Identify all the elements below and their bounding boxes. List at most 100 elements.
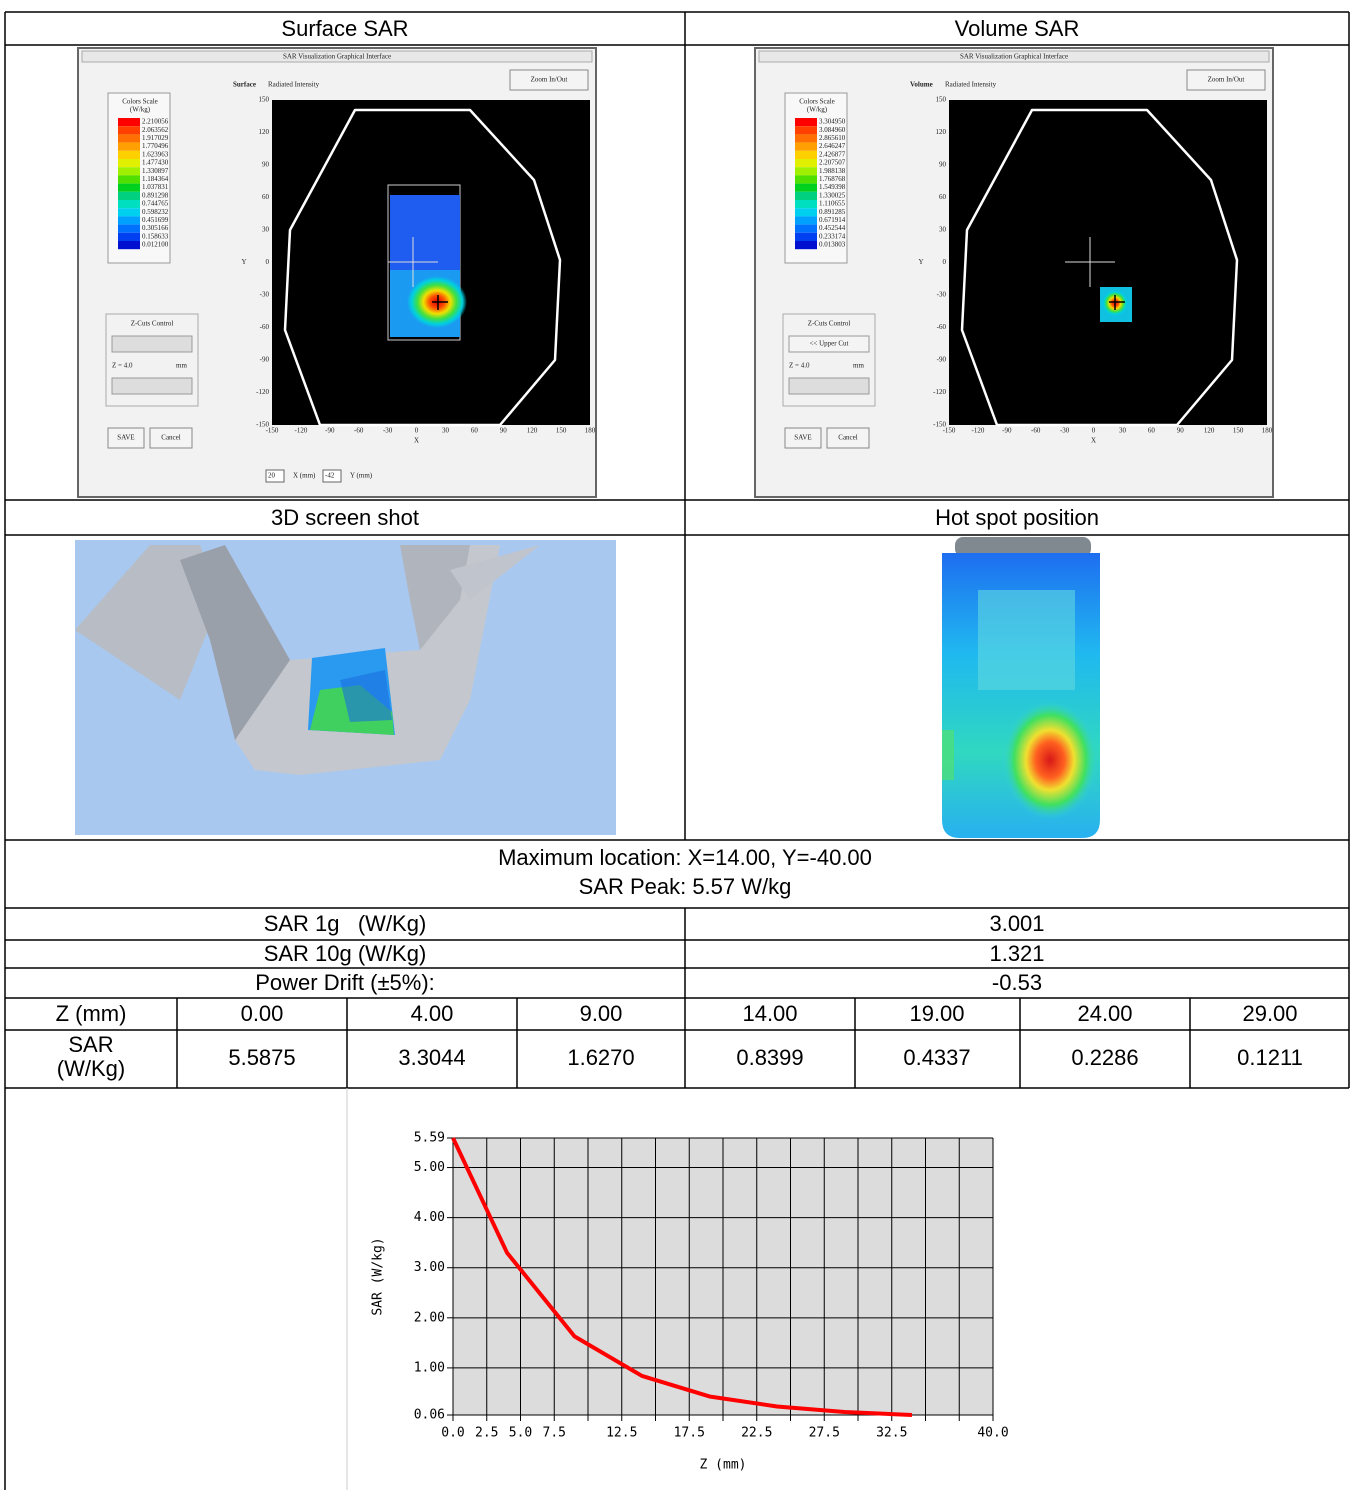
scale-swatch [795, 150, 817, 159]
cell-value: 9.00 [580, 1001, 623, 1026]
cell-value: 0.4337 [903, 1045, 970, 1070]
cell-header: Hot spot position [935, 505, 1099, 530]
gui-y-tick: -60 [260, 323, 270, 331]
cancel-button[interactable] [149, 427, 193, 449]
scale-value: 1.330025 [819, 191, 846, 199]
scale-value: 0.671914 [819, 216, 846, 224]
y-axis-title: SAR (W/kg) [371, 1237, 386, 1315]
scale-swatch [118, 208, 140, 217]
scale-value: 1.623963 [142, 150, 169, 158]
cell-wrap: SAR (W/Kg) [57, 1033, 125, 1081]
gui-x-tick: -30 [383, 427, 393, 435]
scale-value: 0.305166 [142, 224, 169, 232]
gui-x-tick: -60 [1031, 427, 1041, 435]
title-bar [758, 50, 1270, 63]
z-unit: mm [176, 362, 187, 370]
scale-value: 1.768768 [819, 175, 846, 183]
zoom-button[interactable] [1186, 69, 1266, 91]
gui-x-tick: -90 [325, 427, 335, 435]
cell-value: 3.001 [989, 911, 1044, 936]
x-tick-label: 7.5 [543, 1426, 566, 1441]
scale-swatch [118, 232, 140, 241]
gui-x-tick: -120 [294, 427, 307, 435]
scale-value: 1.917029 [142, 134, 169, 142]
max-location: Maximum location: X=14.00, Y=-40.00 [498, 845, 872, 870]
gui-y-tick: 0 [266, 258, 270, 266]
scale-value: 2.865610 [819, 134, 846, 142]
head-outline [960, 108, 1239, 427]
upper-button[interactable] [111, 335, 193, 353]
upper-button[interactable] [788, 335, 870, 353]
gui-x-tick: 90 [1177, 427, 1185, 435]
cell-value: 3.3044 [398, 1045, 465, 1070]
cell-label: SAR 10g (W/Kg) [264, 941, 427, 966]
zoom-button[interactable] [509, 69, 589, 91]
cell-value: 0.1211 [1237, 1045, 1303, 1070]
zcut-title: Z-Cuts Control [131, 320, 174, 328]
cell-value: 5.5875 [228, 1045, 295, 1070]
cell-header: Volume SAR [955, 16, 1080, 41]
lower-button[interactable] [788, 377, 870, 395]
cell-value: 14.00 [742, 1001, 797, 1026]
y-input[interactable] [322, 469, 342, 483]
scale-value: 2.063562 [142, 126, 169, 134]
x-tick-label: 22.5 [741, 1426, 772, 1441]
gui-x-tick: 120 [1204, 427, 1215, 435]
save-label: SAVE [794, 434, 811, 442]
gui-x-label: X [414, 437, 419, 445]
gui-y-tick: -90 [937, 356, 947, 364]
gui-y-tick: 90 [262, 161, 270, 169]
scale-swatch [795, 183, 817, 192]
cell-value: 0.00 [241, 1001, 284, 1026]
gui-y-tick: -30 [937, 291, 947, 299]
z-label: Z = 4.0 [789, 362, 810, 370]
scale-swatch [795, 167, 817, 176]
gui-x-tick: 150 [556, 427, 567, 435]
scale-value: 0.233174 [819, 232, 846, 240]
cell-value: 1.321 [989, 941, 1044, 966]
x-tick-label: 0.0 [441, 1426, 464, 1441]
x-tick-label: 40.0 [977, 1426, 1008, 1441]
zcut-group [782, 313, 876, 407]
scale-value: 1.988138 [819, 167, 846, 175]
scale-unit: (W/kg) [130, 106, 151, 114]
gui-y-tick: 150 [259, 96, 270, 104]
gui-y-label: Y [918, 258, 923, 266]
gui-x-tick: 120 [527, 427, 538, 435]
y-tick-label: 3.00 [414, 1260, 445, 1275]
cancel-button[interactable] [826, 427, 870, 449]
save-button[interactable] [107, 427, 145, 449]
gui-y-label: Y [241, 258, 246, 266]
lower-button[interactable] [111, 377, 193, 395]
scale-value: 2.646247 [819, 142, 846, 150]
gui-panel: SAR Visualization Graphical Interface Sur… [77, 47, 597, 498]
cell-value: 1.6270 [567, 1045, 634, 1070]
gui-x-tick: -150 [943, 427, 956, 435]
save-button[interactable] [784, 427, 822, 449]
gui-x-tick: -90 [1002, 427, 1012, 435]
scale-swatch [118, 191, 140, 200]
cursor-cross [1065, 237, 1115, 287]
scale-value: 1.770496 [142, 142, 169, 150]
gui-y-tick: -90 [260, 356, 270, 364]
x-input[interactable] [265, 469, 285, 483]
title-bar [81, 50, 593, 63]
scale-swatch [118, 150, 140, 159]
y-input-label: Y (mm) [350, 472, 373, 480]
scale-value: 3.084960 [819, 126, 846, 134]
scale-swatch [795, 232, 817, 241]
gui-x-label: X [1091, 437, 1096, 445]
gui-panel: SAR Visualization Graphical Interface Vol… [754, 47, 1274, 498]
scale-swatch [795, 241, 817, 250]
gui-x-tick: -120 [971, 427, 984, 435]
x-tick-label: 12.5 [606, 1426, 637, 1441]
scale-swatch [795, 191, 817, 200]
scale-value: 1.549398 [819, 183, 846, 191]
scale-swatch [795, 224, 817, 233]
cell-value: 0.8399 [736, 1045, 803, 1070]
cell-value: 0.2286 [1071, 1045, 1138, 1070]
y-tick-label: 1.00 [414, 1360, 445, 1375]
scale-swatch [118, 183, 140, 192]
save-label: SAVE [117, 434, 134, 442]
x-input-label: X (mm) [293, 472, 316, 480]
